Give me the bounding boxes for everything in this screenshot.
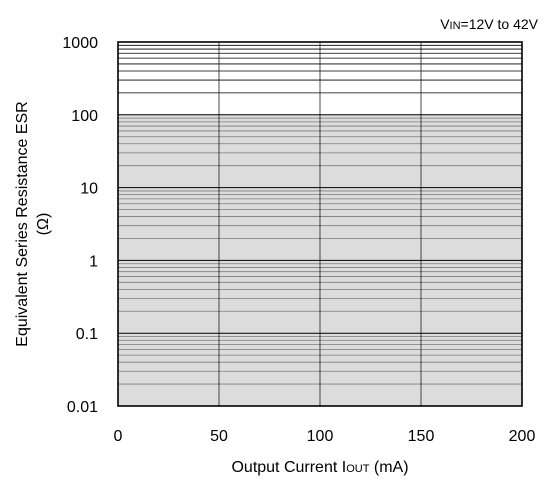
x-axis-label: Output Current IOUT (mA) (231, 459, 408, 476)
y-tick-label: 1 (89, 253, 98, 270)
y-tick-label: 0.1 (76, 326, 98, 343)
condition-label: VIN=12V to 42V (440, 16, 538, 32)
x-tick-label: 50 (210, 428, 228, 445)
y-tick-label: 100 (71, 108, 98, 125)
x-tick-label: 100 (307, 428, 334, 445)
y-tick-label: 1000 (62, 35, 98, 52)
x-tick-label: 0 (114, 428, 123, 445)
y-axis-unit: (Ω) (35, 213, 52, 236)
y-tick-label: 0.01 (67, 399, 98, 416)
y-axis-label: Equivalent Series Resistance ESR (14, 101, 31, 346)
x-tick-label: 200 (509, 428, 536, 445)
x-tick-label: 150 (408, 428, 435, 445)
y-tick-label: 10 (80, 181, 98, 198)
plot-frame (117, 41, 523, 407)
